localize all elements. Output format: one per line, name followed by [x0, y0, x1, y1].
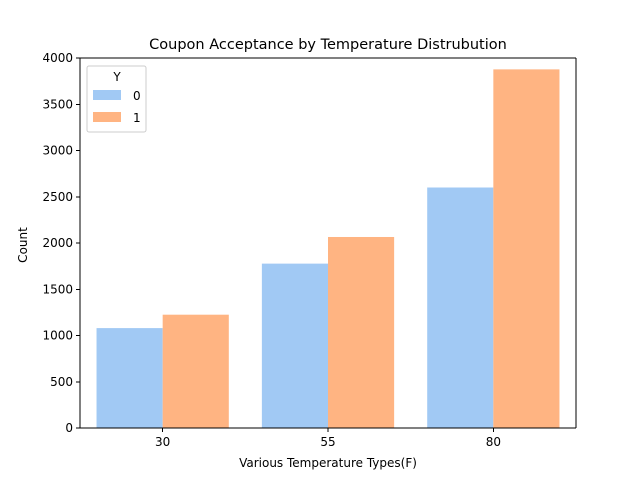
y-tick-label: 2000 — [42, 236, 73, 250]
axes-layer: 0 500 1000 1500 2000 2500 3000 3500 4000 30 55 80 — [42, 51, 577, 449]
y-axis-label: Count — [16, 227, 30, 263]
bar-30-series-1 — [162, 314, 229, 428]
x-tick-label: 30 — [155, 435, 170, 449]
x-tick-label: 55 — [320, 435, 335, 449]
legend-items: 01 — [93, 89, 141, 125]
chart-title: Coupon Acceptance by Temperature Distrub… — [149, 37, 507, 53]
y-tick-label: 1500 — [42, 282, 73, 296]
legend: Y 01 — [86, 65, 147, 133]
x-axis-label: Various Temperature Types(F) — [239, 456, 417, 470]
legend-swatch-1 — [93, 112, 121, 122]
bars-layer — [96, 69, 560, 428]
y-tick-label: 500 — [50, 375, 73, 389]
x-tick-label: 80 — [486, 435, 501, 449]
bar-80-series-0 — [427, 187, 494, 428]
bar-30-series-0 — [96, 328, 163, 428]
legend-swatch-0 — [93, 90, 121, 100]
legend-title: Y — [112, 70, 121, 84]
bar-80-series-1 — [493, 69, 560, 428]
bar-55-series-1 — [328, 236, 395, 428]
y-tick-label: 2500 — [42, 190, 73, 204]
y-tick-label: 0 — [65, 421, 73, 435]
y-tick-label: 1000 — [42, 329, 73, 343]
y-tick-label: 3500 — [42, 97, 73, 111]
bar-55-series-0 — [261, 263, 328, 428]
legend-label-1: 1 — [133, 111, 141, 125]
legend-label-0: 0 — [133, 89, 141, 103]
y-tick-label: 3000 — [42, 144, 73, 158]
y-tick-label: 4000 — [42, 51, 73, 65]
